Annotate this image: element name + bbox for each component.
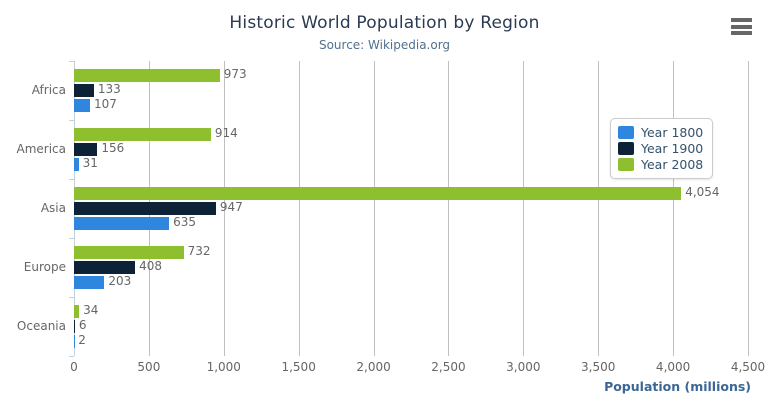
bar-value-label: 6 — [78, 318, 87, 332]
bar-row: 732 — [74, 244, 748, 259]
x-tick-label: 0 — [70, 360, 78, 374]
bar[interactable] — [74, 128, 211, 141]
gridline — [523, 61, 525, 356]
chart-title: Historic World Population by Region — [229, 13, 540, 33]
legend-label: Year 1800 — [641, 124, 704, 140]
x-tick-label: 3,500 — [581, 360, 616, 374]
x-tick-label: 500 — [137, 360, 161, 374]
bar[interactable] — [74, 305, 80, 318]
bar-row: 156 — [74, 141, 748, 156]
bar-value-label: 947 — [219, 200, 243, 214]
bar[interactable] — [74, 217, 170, 230]
bar-row: 133 — [74, 82, 748, 97]
bar[interactable] — [74, 158, 79, 171]
bar[interactable] — [74, 261, 136, 274]
bar[interactable] — [74, 246, 184, 259]
bar[interactable] — [74, 276, 105, 289]
menu-bar-2 — [731, 24, 752, 29]
bar-value-label: 635 — [173, 215, 196, 229]
bar-value-label: 203 — [108, 274, 132, 288]
bar-row: 973 — [74, 67, 748, 82]
bar-value-label: 156 — [101, 141, 125, 155]
bar-group: 973 133 107 — [74, 67, 748, 112]
bar-group: 4,054 947 635 — [74, 185, 748, 230]
gridline — [223, 61, 225, 356]
y-axis-tick — [69, 120, 74, 121]
bar-row: 2 — [74, 333, 748, 348]
legend-label: Year 2008 — [641, 156, 704, 172]
bar-value-label: 914 — [214, 126, 238, 140]
bar-group: 732 408 203 — [74, 244, 748, 289]
category-label-europe: Europe — [23, 259, 66, 274]
legend[interactable]: Year 1800 Year 1900 Year 2008 — [610, 118, 714, 179]
bar-row: 203 — [74, 274, 748, 289]
gridline — [673, 61, 675, 356]
y-axis-tick — [69, 238, 74, 239]
bar-value-label: 4,054 — [685, 185, 720, 199]
bar-value-label: 34 — [83, 303, 99, 317]
legend-item-year-1800[interactable]: Year 1800 — [618, 124, 703, 140]
category-label-oceania: Oceania — [16, 318, 66, 333]
menu-bar-3 — [731, 31, 752, 35]
hamburger-menu-icon[interactable] — [731, 18, 752, 35]
bar-row: 31 — [74, 156, 748, 171]
legend-swatch-icon — [618, 125, 634, 139]
bar-value-label: 408 — [139, 259, 162, 273]
legend-label: Year 1900 — [641, 140, 704, 156]
x-tick-label: 4,500 — [730, 360, 766, 374]
bar-row: 6 — [74, 318, 748, 333]
legend-swatch-icon — [618, 157, 634, 171]
category-label-africa: Africa — [31, 82, 66, 97]
bar-value-label: 973 — [223, 67, 247, 81]
legend-item-year-2008[interactable]: Year 2008 — [618, 156, 703, 172]
bar[interactable] — [74, 320, 75, 333]
gridline — [448, 61, 450, 356]
bar-row: 914 — [74, 126, 748, 141]
gridline — [298, 61, 300, 356]
x-tick-label: 4,000 — [655, 360, 691, 374]
bar-value-label: 2 — [78, 333, 86, 347]
gridline — [373, 61, 375, 356]
bar[interactable] — [74, 143, 98, 156]
bar-group: 914 156 31 — [74, 126, 748, 171]
y-axis-tick — [69, 179, 74, 180]
x-tick-label: 1,000 — [206, 360, 241, 374]
legend-swatch-icon — [618, 141, 634, 155]
bar[interactable] — [74, 202, 216, 215]
chart-subtitle: Source: Wikipedia.org — [318, 38, 451, 52]
x-axis-title: Population (millions) — [604, 379, 751, 394]
bar[interactable] — [74, 84, 94, 97]
category-label-america: America — [16, 141, 67, 156]
category-label-asia: Asia — [40, 200, 66, 215]
menu-bar-1 — [731, 18, 752, 22]
x-tick-label: 3,000 — [506, 360, 541, 374]
bar[interactable] — [74, 99, 91, 112]
y-axis-tick — [69, 61, 74, 62]
gridline — [598, 61, 600, 356]
bar-value-label: 31 — [82, 156, 98, 170]
bar-row: 4,054 — [74, 185, 748, 200]
bar-row: 635 — [74, 215, 748, 230]
x-tick-label: 2,000 — [356, 360, 391, 374]
legend-item-year-1900[interactable]: Year 1900 — [618, 140, 703, 156]
bar-group: 34 6 2 — [74, 303, 748, 348]
bar-row: 947 — [74, 200, 748, 215]
y-axis-tick — [69, 356, 74, 357]
bar-value-label: 133 — [97, 82, 121, 96]
bar-row: 107 — [74, 97, 748, 112]
x-tick-label: 2,500 — [431, 360, 466, 374]
gridline — [748, 61, 749, 356]
bar-value-label: 107 — [94, 97, 117, 111]
bar[interactable] — [74, 187, 682, 200]
bar-row: 408 — [74, 259, 748, 274]
bar[interactable] — [74, 69, 220, 82]
bar-value-label: 732 — [187, 244, 211, 258]
x-tick-label: 1,500 — [281, 360, 316, 374]
bar-row: 34 — [74, 303, 748, 318]
y-axis-tick — [69, 297, 74, 298]
plot-area: 973 133 107 Africa 914 156 31 America 4,054 947 63… — [17, 61, 749, 356]
